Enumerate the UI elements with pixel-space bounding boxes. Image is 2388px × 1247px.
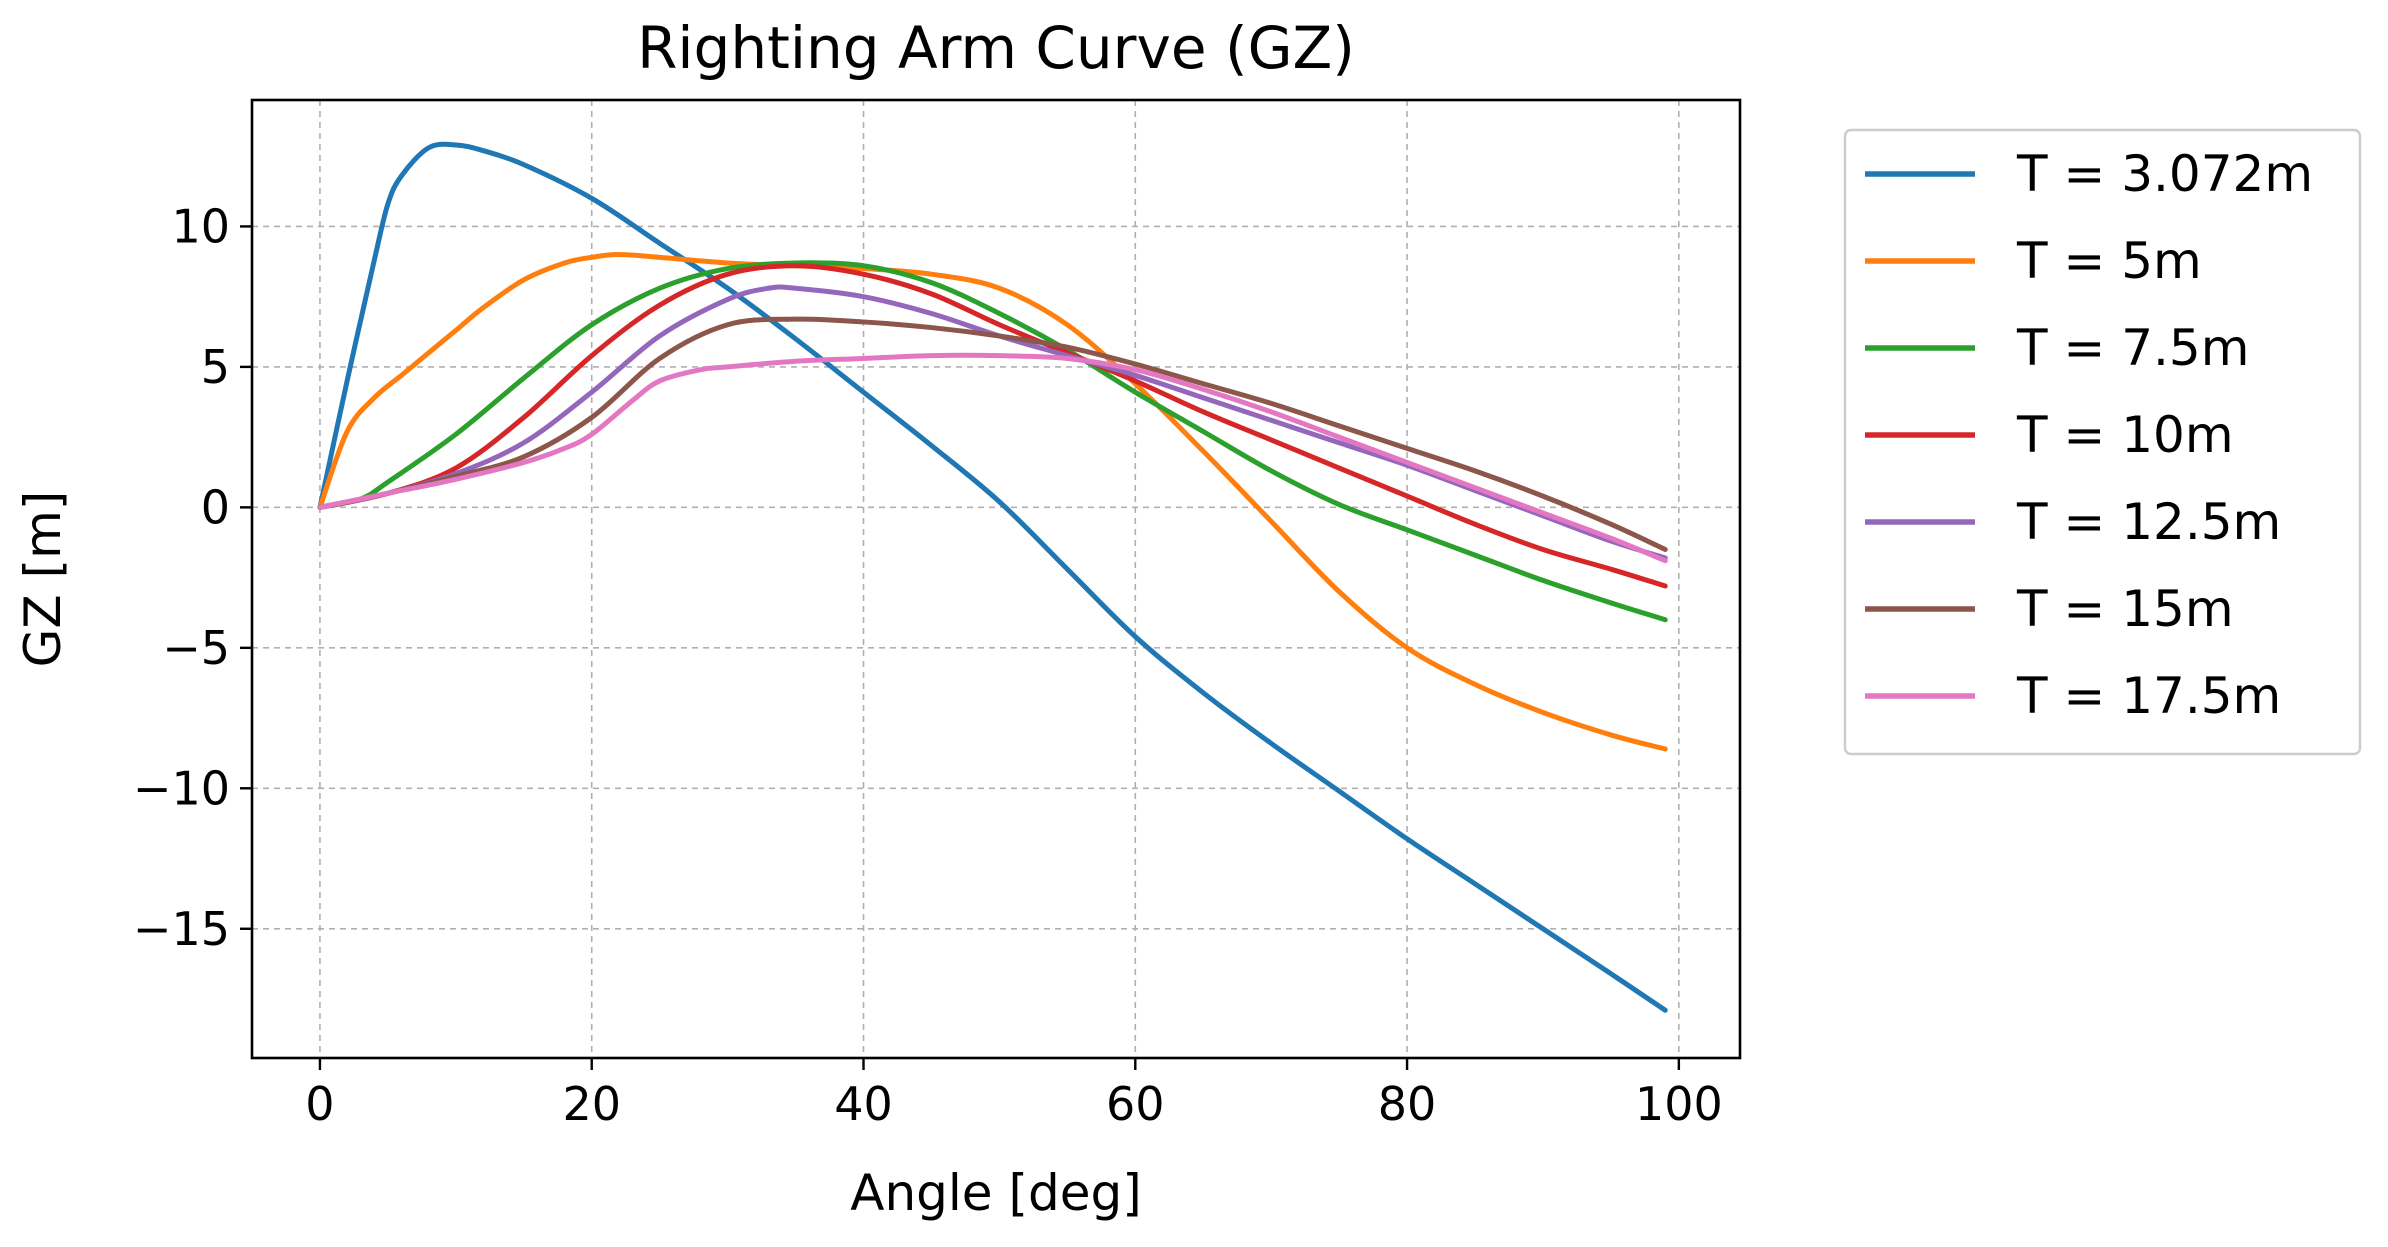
data-series — [317, 141, 1668, 1013]
legend-label: T = 12.5m — [2016, 493, 2281, 551]
x-tick-label: 100 — [1635, 1077, 1723, 1131]
y-tick-label: −5 — [162, 621, 230, 675]
legend-items: T = 3.072m T = 5m T = 7.5m T = 10m T = 12.5m… — [1865, 145, 2313, 725]
x-tick-label: 20 — [562, 1077, 621, 1131]
y-axis-label: GZ [m] — [14, 491, 72, 668]
y-tick-label: 10 — [171, 199, 230, 253]
series-line-7 — [317, 352, 1668, 564]
axes-frame — [250, 98, 1742, 1060]
x-tick-label: 0 — [305, 1077, 334, 1131]
x-tick-label: 40 — [834, 1077, 893, 1131]
legend-label: T = 3.072m — [2016, 145, 2313, 203]
legend: T = 3.072m T = 5m T = 7.5m T = 10m T = 12.5m… — [1843, 128, 2362, 756]
y-tick-label: −15 — [133, 902, 230, 956]
legend-label: T = 5m — [2016, 232, 2202, 290]
series-line-3 — [317, 260, 1668, 623]
legend-label: T = 10m — [2016, 406, 2234, 464]
series-line-4 — [317, 263, 1668, 589]
grid-lines — [252, 100, 1740, 1058]
series-line-2 — [317, 252, 1668, 752]
y-tick-label: 0 — [201, 480, 230, 534]
series-line-1 — [317, 141, 1668, 1013]
y-tick-label: 5 — [201, 340, 230, 394]
axis-ticks: 0 20 40 60 80 100 10 5 0 −5 −10 −15 — [133, 199, 1723, 1131]
x-axis-label: Angle [deg] — [850, 1164, 1141, 1222]
legend-label: T = 15m — [2016, 580, 2234, 638]
legend-box — [1843, 128, 2362, 756]
y-tick-label: −10 — [133, 761, 230, 815]
legend-label: T = 17.5m — [2016, 667, 2281, 725]
chart-title: Righting Arm Curve (GZ) — [637, 14, 1355, 82]
x-tick-label: 60 — [1106, 1077, 1165, 1131]
legend-label: T = 7.5m — [2016, 319, 2249, 377]
x-tick-label: 80 — [1378, 1077, 1437, 1131]
series-line-6 — [317, 316, 1668, 552]
